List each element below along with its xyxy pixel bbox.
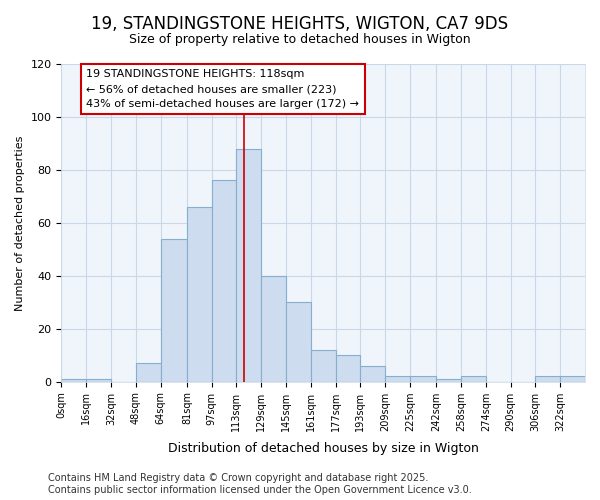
Bar [311,350,335,382]
Bar [236,148,261,382]
Bar [560,376,585,382]
Text: 19, STANDINGSTONE HEIGHTS, WIGTON, CA7 9DS: 19, STANDINGSTONE HEIGHTS, WIGTON, CA7 9… [91,15,509,33]
Text: Contains HM Land Registry data © Crown copyright and database right 2025.
Contai: Contains HM Land Registry data © Crown c… [48,474,472,495]
Text: 19 STANDINGSTONE HEIGHTS: 118sqm
← 56% of detached houses are smaller (223)
43% : 19 STANDINGSTONE HEIGHTS: 118sqm ← 56% o… [86,70,359,109]
Bar [286,302,311,382]
Bar [86,379,111,382]
Bar [461,376,486,382]
Bar [212,180,236,382]
Bar [436,379,461,382]
Y-axis label: Number of detached properties: Number of detached properties [15,135,25,310]
Bar [261,276,286,382]
Bar [61,379,86,382]
Bar [161,238,187,382]
Bar [136,363,161,382]
X-axis label: Distribution of detached houses by size in Wigton: Distribution of detached houses by size … [168,442,479,455]
Bar [535,376,560,382]
Text: Size of property relative to detached houses in Wigton: Size of property relative to detached ho… [129,32,471,46]
Bar [385,376,410,382]
Bar [361,366,385,382]
Bar [410,376,436,382]
Bar [187,207,212,382]
Bar [335,355,361,382]
